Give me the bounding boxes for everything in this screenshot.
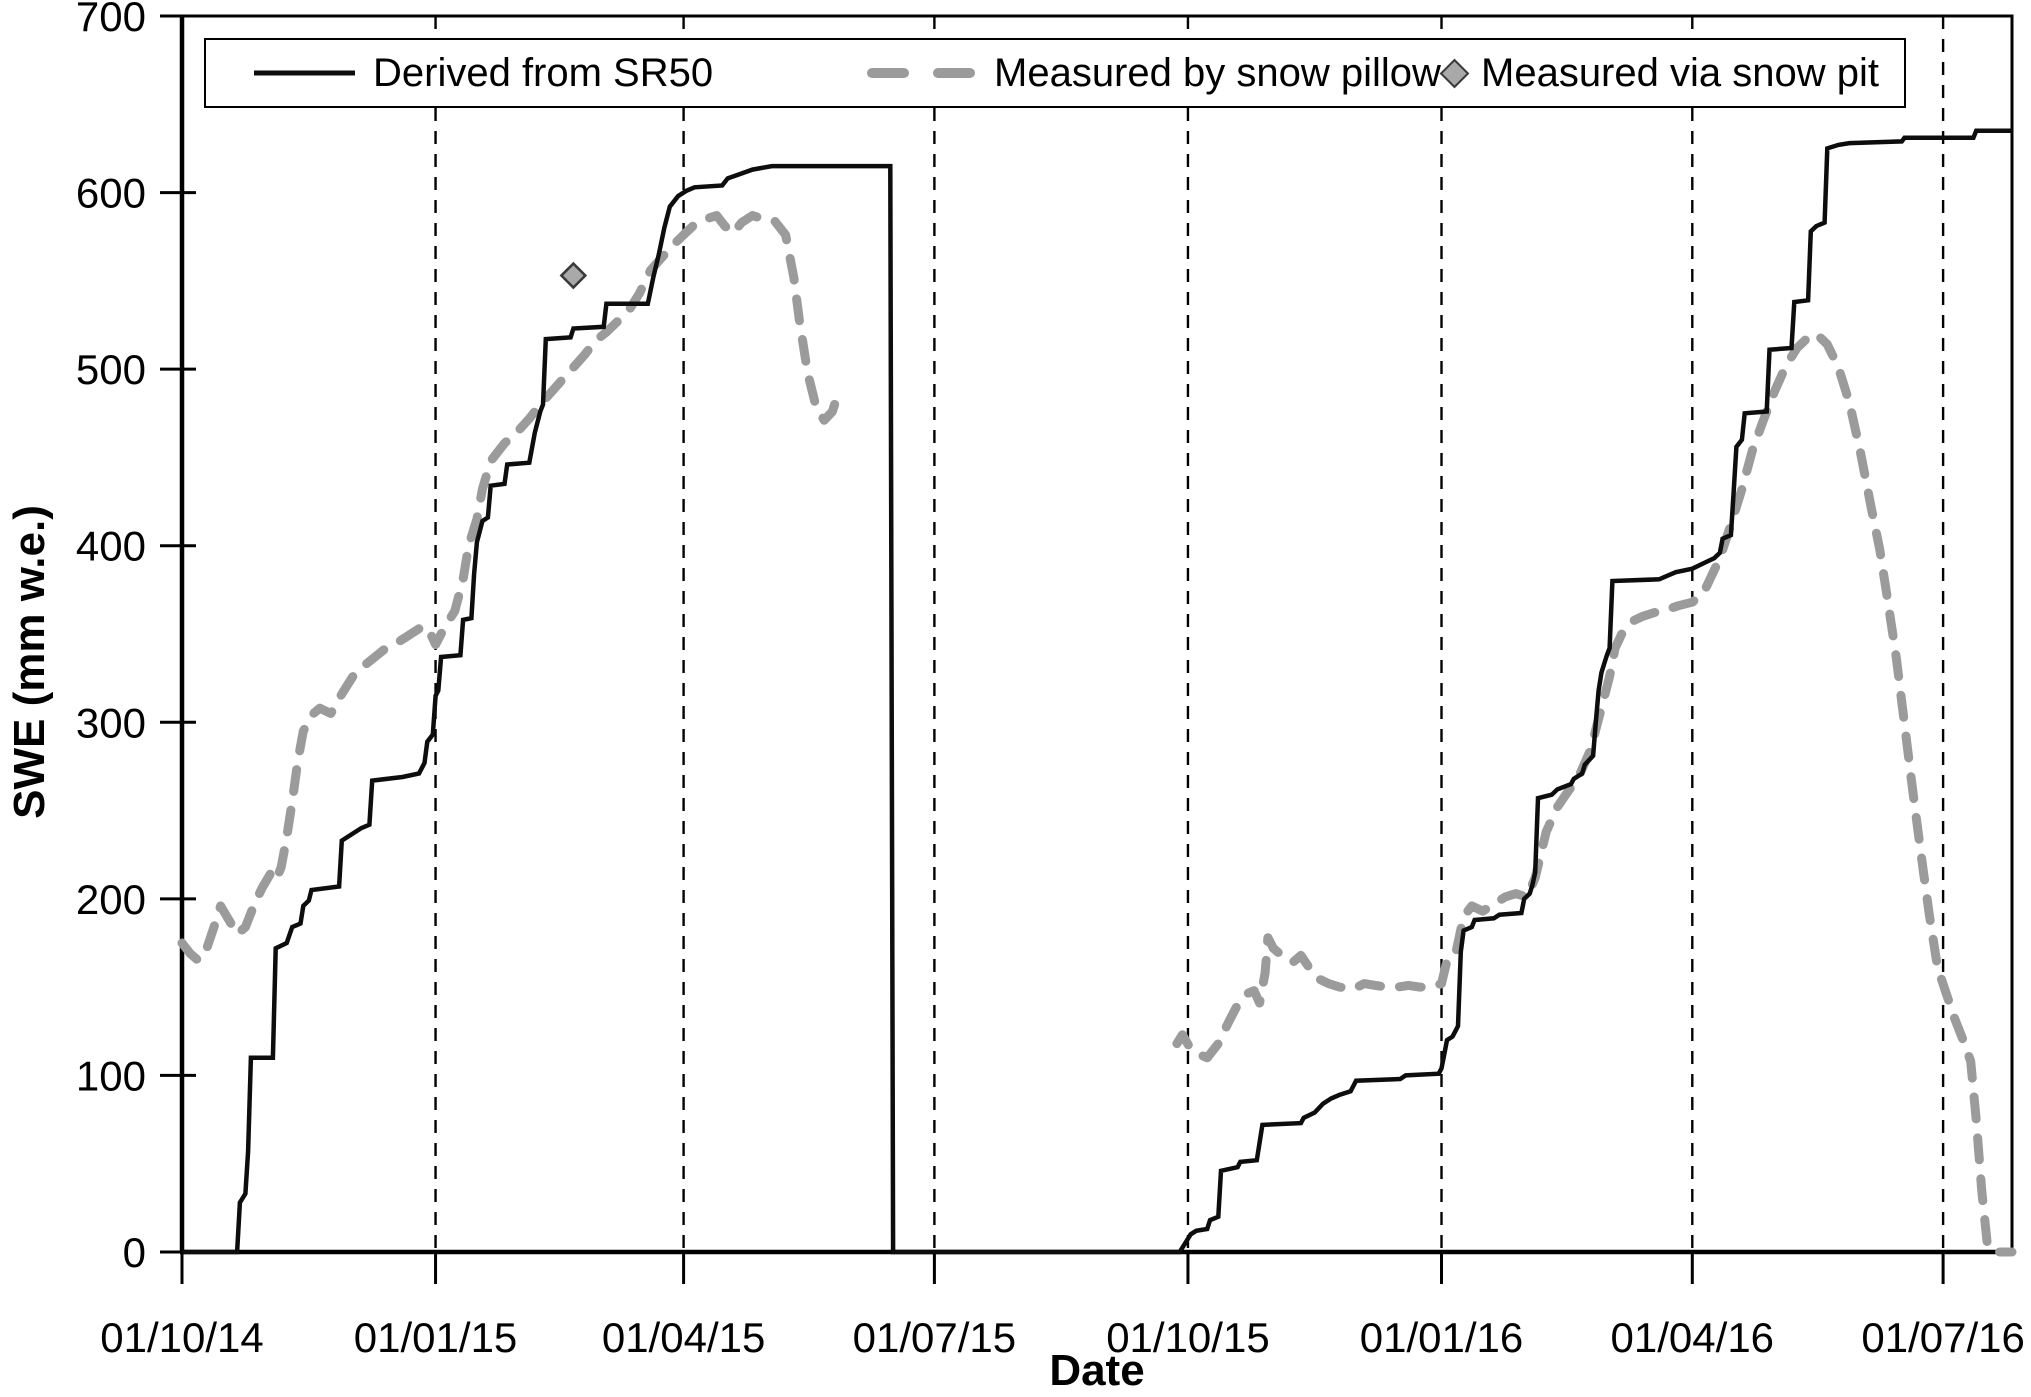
y-tick-label-600: 600 (76, 170, 146, 217)
y-tick-label-500: 500 (76, 346, 146, 393)
legend-label-snow-pillow: Measured by snow pillow (994, 51, 1441, 95)
diamond-marker-icon (1439, 58, 1470, 88)
x-tick-label-01/10/14: 01/10/14 (100, 1314, 264, 1361)
legend-item-sr50: Derived from SR50 (252, 53, 713, 93)
x-tick-label-01/07/15: 01/07/15 (853, 1314, 1017, 1361)
x-axis-title: Date (1049, 1346, 1145, 1395)
x-tick-label-01/04/15: 01/04/15 (602, 1314, 766, 1361)
x-tick-label-01/01/15: 01/01/15 (354, 1314, 518, 1361)
dashed-line-swatch (867, 68, 978, 78)
legend-item-snow-pillow: Measured by snow pillow (866, 53, 1441, 93)
x-tick-label-01/01/16: 01/01/16 (1360, 1314, 1524, 1361)
y-tick-label-100: 100 (76, 1052, 146, 1099)
legend-label-snow-pit: Measured via snow pit (1481, 51, 1879, 95)
y-tick-label-400: 400 (76, 523, 146, 570)
y-tick-label-0: 0 (123, 1229, 146, 1276)
y-axis-title: SWE (mm w.e.) (5, 505, 54, 819)
x-tick-label-01/04/16: 01/04/16 (1611, 1314, 1775, 1361)
y-tick-label-700: 700 (76, 0, 146, 40)
legend-label-sr50: Derived from SR50 (373, 51, 714, 95)
legend-item-snow-pit: Measured via snow pit (1439, 51, 1879, 95)
sr50-line (182, 128, 2012, 1255)
solid-line-swatch (254, 70, 355, 76)
x-tick-label-01/07/16: 01/07/16 (1861, 1314, 2025, 1361)
snow-pillow-line-segment-2 (1172, 329, 2017, 1257)
legend: Derived from SR50 Measured by snow pillo… (204, 38, 1906, 108)
y-tick-label-200: 200 (76, 876, 146, 923)
x-tick-label-01/10/15: 01/10/15 (1106, 1314, 1270, 1361)
snow-pit-marker (559, 261, 588, 290)
y-tick-label-300: 300 (76, 699, 146, 746)
